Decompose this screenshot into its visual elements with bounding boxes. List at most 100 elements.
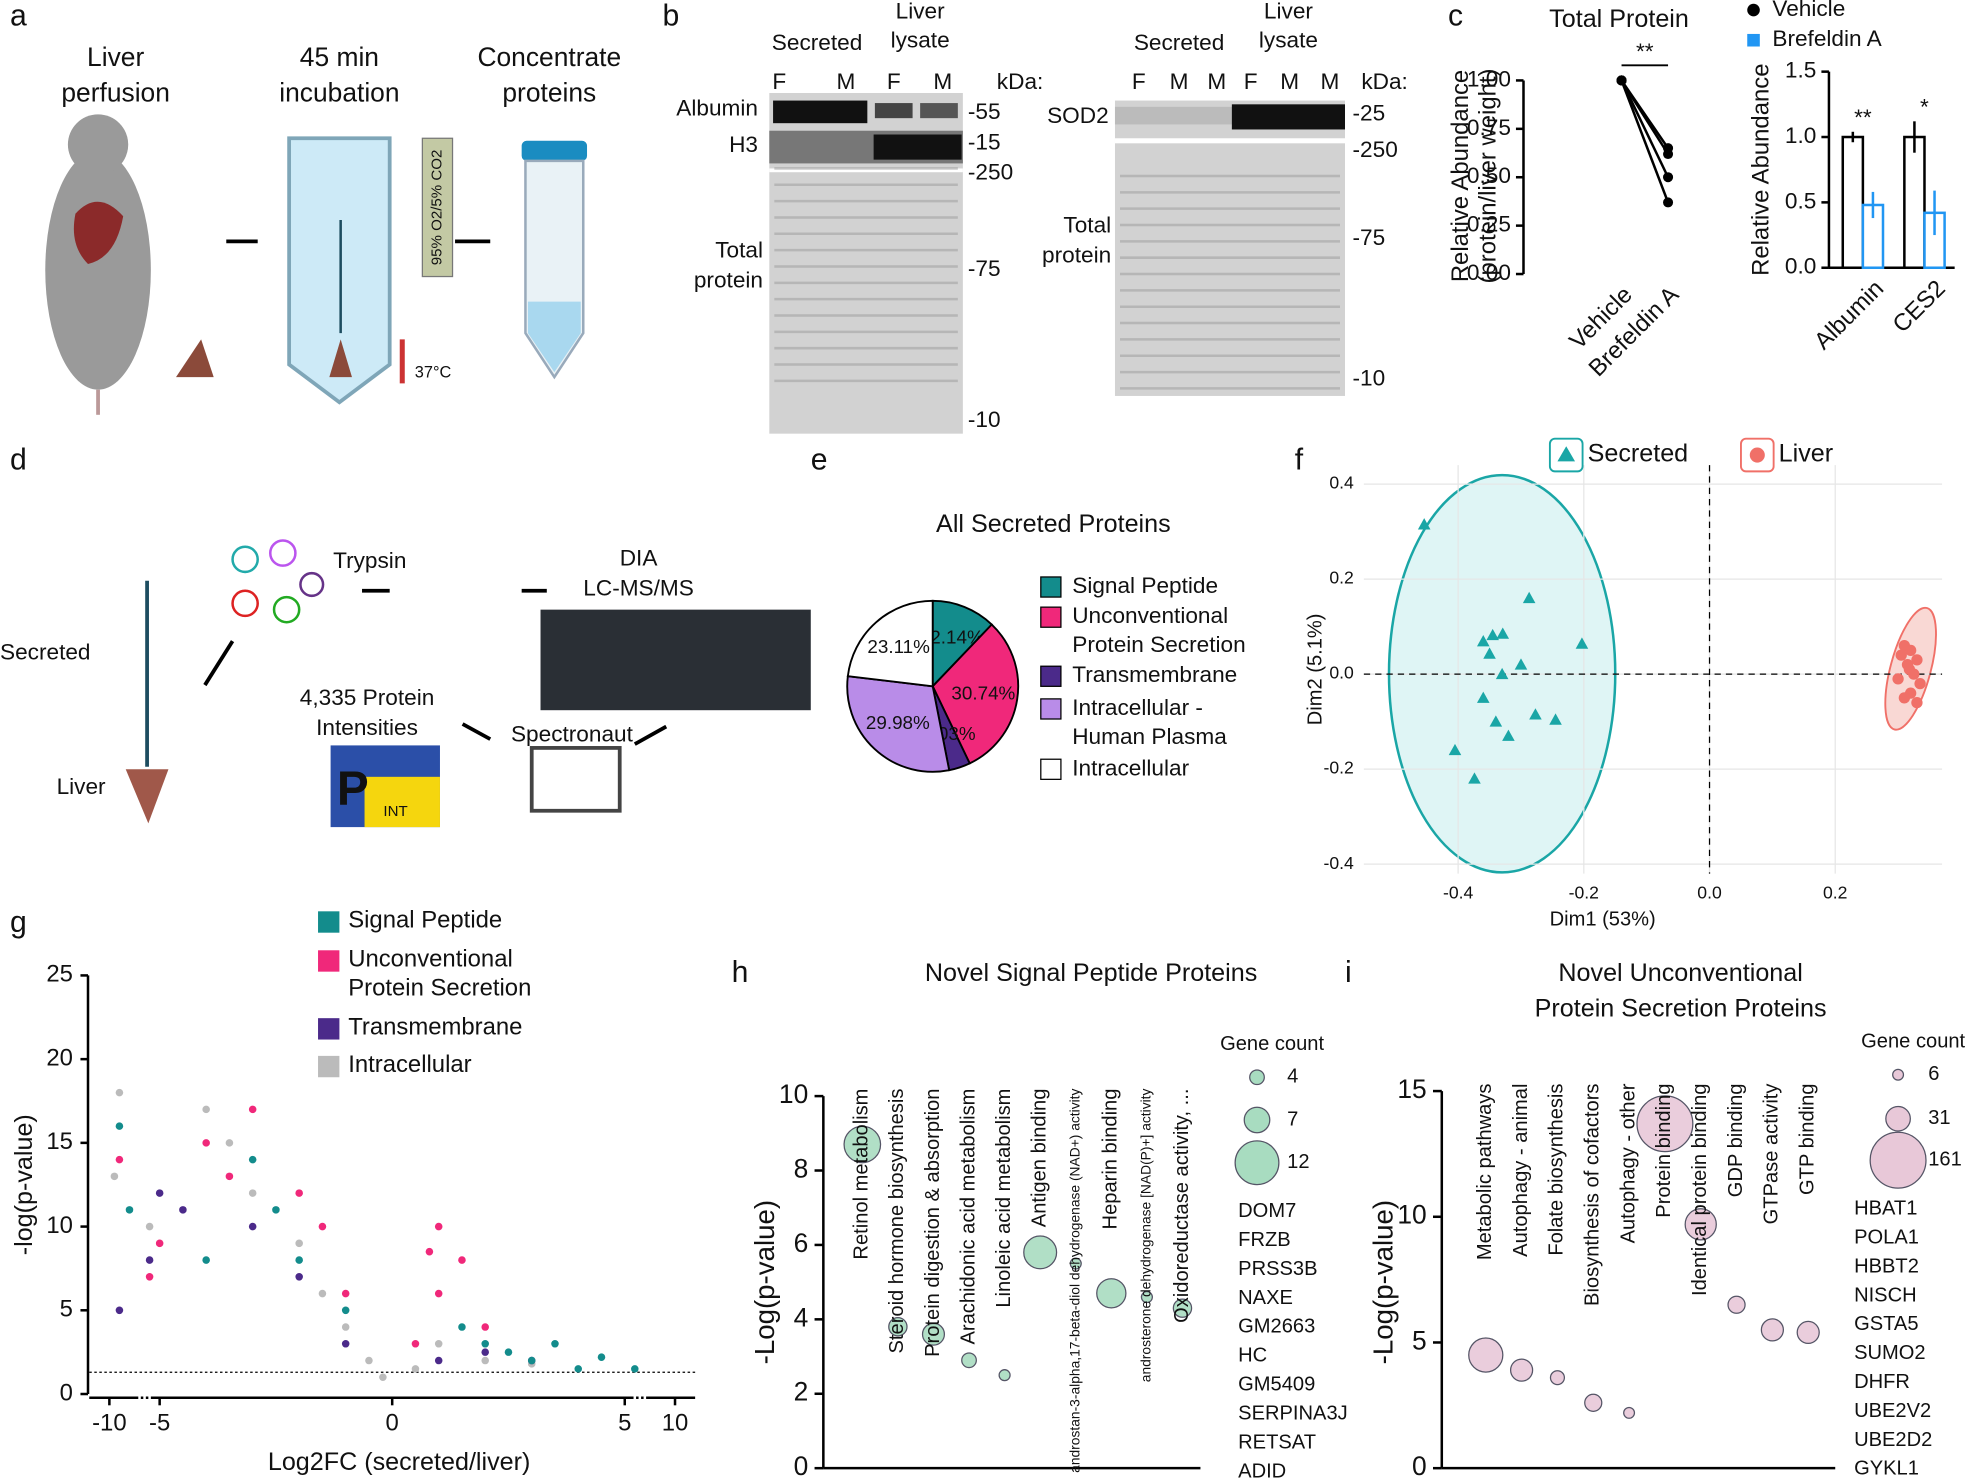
category-label: Steroid hormone biosynthesis: [886, 1089, 908, 1354]
x-tick-label: -5: [149, 1409, 170, 1436]
lane-label: F: [887, 69, 901, 94]
y-tick-label: 0.0: [1785, 254, 1816, 279]
marker-label: -10: [1353, 366, 1386, 391]
legend-swatch: [318, 1018, 340, 1040]
category-label: Linoleic acid metabolism: [993, 1089, 1015, 1308]
point: [1575, 637, 1589, 649]
pie-slice: [846, 599, 934, 688]
category-label: Antigen binding: [1028, 1089, 1050, 1228]
d-label: DIA LC-MS/MS: [583, 545, 694, 600]
text-line: Unconventional: [348, 946, 513, 973]
tube-liquid: [527, 301, 581, 373]
slice-label: 29.98%: [866, 712, 930, 733]
unit-label: kDa:: [1361, 69, 1408, 94]
category-label: Protein digestion & absorption: [922, 1089, 944, 1357]
mass-spec: [540, 609, 811, 711]
gene-label: DOM7: [1238, 1200, 1296, 1222]
bubble: [1069, 1257, 1082, 1270]
legend-swatch: [1040, 758, 1062, 780]
lane-label: M: [1207, 69, 1226, 94]
panel-label: a: [10, 0, 27, 33]
y-tick-label: 0: [1412, 1451, 1427, 1481]
y-tick-label: 0.4: [1329, 473, 1354, 493]
group-label: Secreted: [772, 30, 863, 55]
category-label: GDP binding: [1725, 1084, 1747, 1198]
point: [481, 1348, 489, 1356]
row-label: Total protein: [1042, 212, 1111, 267]
row-label: Albumin: [676, 95, 758, 120]
text-line: (protein/liver weight): [1475, 68, 1502, 283]
row-label: H3: [729, 132, 758, 157]
marker-label: -10: [968, 407, 1001, 432]
point: [434, 1356, 443, 1365]
point: [631, 1365, 639, 1373]
legend-swatch: [1040, 576, 1062, 598]
marker-label: -75: [968, 256, 1001, 281]
point: [110, 1172, 119, 1181]
x-axis-label: Log2FC (secreted/liver): [268, 1448, 531, 1476]
slice-label: 23.11%: [867, 636, 930, 657]
y-tick-label: 25: [46, 961, 73, 988]
arrow: [461, 722, 492, 741]
tube-cap: [521, 140, 588, 161]
point: [1529, 708, 1542, 720]
category-label: Oxidoreductase activity, ...: [1171, 1089, 1193, 1323]
point: [272, 1206, 280, 1214]
point: [1898, 692, 1911, 704]
point: [1495, 667, 1509, 680]
marker-label: -25: [1353, 100, 1386, 125]
point: [202, 1256, 210, 1264]
category-label: Heparin binding: [1100, 1089, 1122, 1230]
lane-label: M: [1170, 69, 1189, 94]
text-line: protein: [694, 268, 763, 293]
bubble: [1172, 1298, 1193, 1318]
size-legend-title: Gene count: [1220, 1033, 1324, 1055]
point: [411, 1340, 420, 1348]
point: [458, 1323, 466, 1331]
panel-d-art: [125, 539, 811, 828]
point: [115, 1088, 124, 1097]
legend-swatch: [1040, 698, 1062, 720]
bubble: [1623, 1406, 1636, 1419]
chart-title: Total Protein: [1549, 5, 1689, 33]
bar: [1903, 135, 1926, 269]
point: [115, 1306, 124, 1315]
protein: [272, 595, 301, 624]
point: [1476, 635, 1490, 647]
size-legend-label: 4: [1287, 1066, 1298, 1088]
point: [411, 1365, 420, 1373]
lane-label: F: [772, 69, 786, 94]
text-line: Protein Secretion: [348, 975, 531, 1002]
d-label: Spectronaut: [511, 721, 634, 746]
marker-label: -15: [968, 129, 1001, 154]
marker-label: -250: [968, 159, 1013, 184]
blot-band: [773, 100, 868, 124]
y-axis-label: -log(p-value): [10, 1114, 38, 1255]
legend-label: Unconventional Protein Secretion: [1072, 603, 1245, 657]
legend-label: Signal Peptide: [348, 907, 502, 934]
point: [145, 1273, 154, 1281]
point: [1914, 677, 1926, 690]
point: [225, 1172, 234, 1181]
point: [318, 1222, 327, 1231]
point: [551, 1340, 559, 1348]
liver: [73, 201, 124, 264]
pair-line: [1620, 79, 1670, 203]
point: [1483, 647, 1496, 659]
text-line: 4,335 Protein: [300, 685, 434, 710]
gene-label: GSTA5: [1854, 1313, 1918, 1335]
point: [1904, 644, 1917, 657]
text-line: Protein Secretion Proteins: [1535, 994, 1827, 1022]
size-legend-marker: [1892, 1068, 1905, 1081]
point: [434, 1222, 443, 1231]
point: [248, 1189, 257, 1197]
y-tick-label: 10: [1397, 1200, 1426, 1230]
point: [1502, 729, 1515, 741]
point: [365, 1356, 373, 1365]
y-tick-label: 0.25: [1467, 212, 1511, 237]
legend-label: Liver: [1779, 440, 1833, 468]
panel-label: i: [1345, 956, 1352, 989]
text-line: Human Plasma: [1072, 724, 1227, 749]
protein: [299, 571, 325, 598]
